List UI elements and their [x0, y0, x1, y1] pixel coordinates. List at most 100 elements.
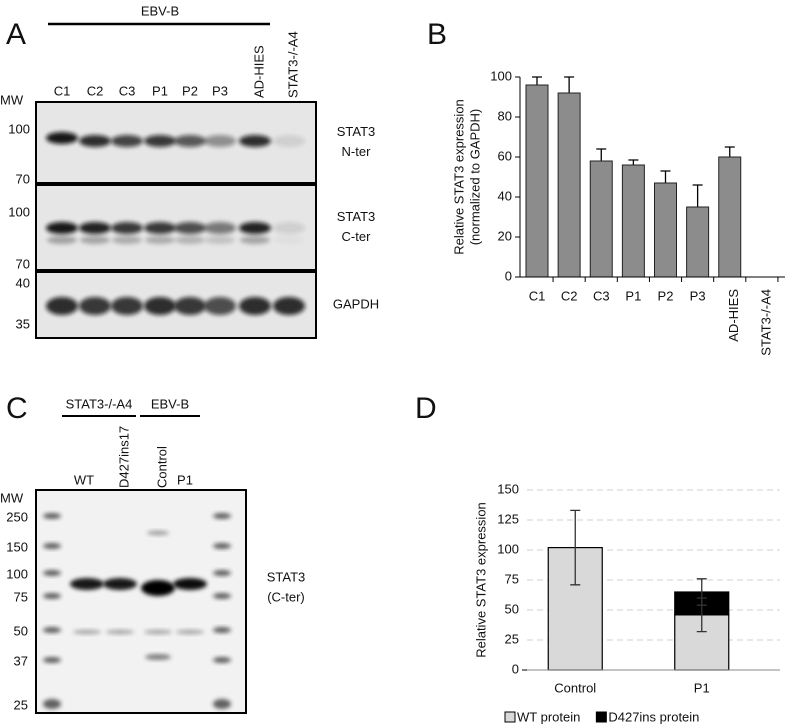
band [144, 135, 176, 147]
mw-marker: 70 [16, 256, 30, 271]
band [147, 530, 169, 536]
blot-label: STAT3 [337, 124, 376, 139]
group-label: EBV-B [151, 396, 189, 411]
x-tick-label: C3 [593, 288, 610, 303]
band [79, 135, 111, 147]
legend-swatch [595, 711, 607, 723]
band [103, 578, 137, 590]
blot [35, 489, 247, 714]
band [239, 135, 271, 147]
band [175, 236, 205, 244]
mw-marker: 37 [14, 653, 28, 668]
ladder-band [43, 543, 61, 549]
band [47, 236, 77, 244]
panel-letter: C [6, 392, 28, 425]
y-tick-label: 125 [497, 511, 519, 526]
lane-label: C1 [54, 83, 71, 98]
group-label: STAT3-/-A4 [66, 396, 133, 411]
group-label: EBV-B [141, 3, 179, 18]
lane-label: AD-HIES [251, 45, 266, 98]
bar [621, 164, 645, 278]
ladder-band [213, 513, 231, 519]
blot-label: N-ter [342, 144, 372, 159]
band [239, 297, 271, 315]
band [274, 236, 304, 244]
y-tick-label: 25 [505, 631, 519, 646]
legend-label: D427ins protein [608, 709, 699, 724]
band [273, 297, 305, 315]
mw-marker: 100 [8, 204, 30, 219]
mw-marker: 150 [6, 539, 28, 554]
panel-letter: A [6, 18, 26, 51]
band [205, 236, 235, 244]
error-bar [532, 76, 542, 85]
lane-label: P3 [212, 83, 228, 98]
error-bar [570, 509, 581, 586]
band [204, 222, 236, 234]
error-bar [660, 170, 671, 183]
bar [525, 84, 549, 278]
lane-label: C2 [87, 83, 104, 98]
ladder-band [213, 543, 231, 549]
band [174, 297, 206, 315]
bar [718, 156, 742, 278]
y-axis-label: Relative STAT3 expression [451, 99, 466, 255]
band [79, 297, 111, 315]
band [273, 135, 305, 147]
band [144, 629, 172, 635]
blot-label: (C-ter) [267, 589, 305, 604]
ladder-band [43, 699, 61, 709]
lane-label: D427ins17 [116, 426, 131, 488]
blot-label: C-ter [342, 229, 372, 244]
x-tick-label: P3 [690, 288, 706, 303]
band [141, 580, 175, 596]
bar [589, 160, 613, 278]
panel-letter: B [427, 18, 447, 51]
band [70, 578, 104, 590]
mw-marker: 40 [16, 275, 30, 290]
bar [654, 182, 677, 278]
band [112, 236, 142, 244]
band [204, 297, 236, 315]
ladder-band [213, 593, 231, 599]
ladder-band [43, 570, 61, 576]
band [46, 297, 78, 315]
lane-label: STAT3-/-A4 [285, 31, 300, 98]
band [46, 132, 78, 144]
band [240, 236, 270, 244]
legend-label: WT protein [517, 709, 580, 724]
mw-marker: 50 [14, 623, 28, 638]
band [106, 629, 134, 635]
band [273, 222, 305, 234]
x-tick-label: P1 [625, 288, 641, 303]
band [145, 236, 175, 244]
y-tick-label: 100 [490, 68, 512, 83]
error-bar [628, 159, 639, 165]
band [174, 222, 206, 234]
mw-marker: 75 [14, 589, 28, 604]
band [176, 629, 204, 635]
band [145, 654, 171, 660]
x-tick-label: Control [554, 680, 596, 695]
bar [686, 206, 710, 278]
y-tick-label: 80 [498, 108, 512, 123]
y-tick-label: 40 [498, 188, 512, 203]
ladder-band [213, 699, 231, 709]
x-tick-label: C1 [529, 288, 546, 303]
blot-label: STAT3 [267, 569, 306, 584]
bar [557, 92, 581, 278]
error-bar [564, 76, 575, 93]
y-tick-label: 20 [498, 228, 512, 243]
y-tick-label: 60 [498, 148, 512, 163]
ladder-band [43, 513, 61, 519]
x-tick-label: P2 [658, 288, 674, 303]
mw-label: MW [0, 490, 24, 505]
lane-label: WT [74, 472, 94, 487]
band [111, 135, 143, 147]
x-tick-label: STAT3-/-A4 [758, 289, 773, 356]
legend-swatch [504, 711, 516, 723]
error-bar [596, 148, 607, 161]
ladder-band [213, 570, 231, 576]
ladder-band [213, 627, 231, 633]
